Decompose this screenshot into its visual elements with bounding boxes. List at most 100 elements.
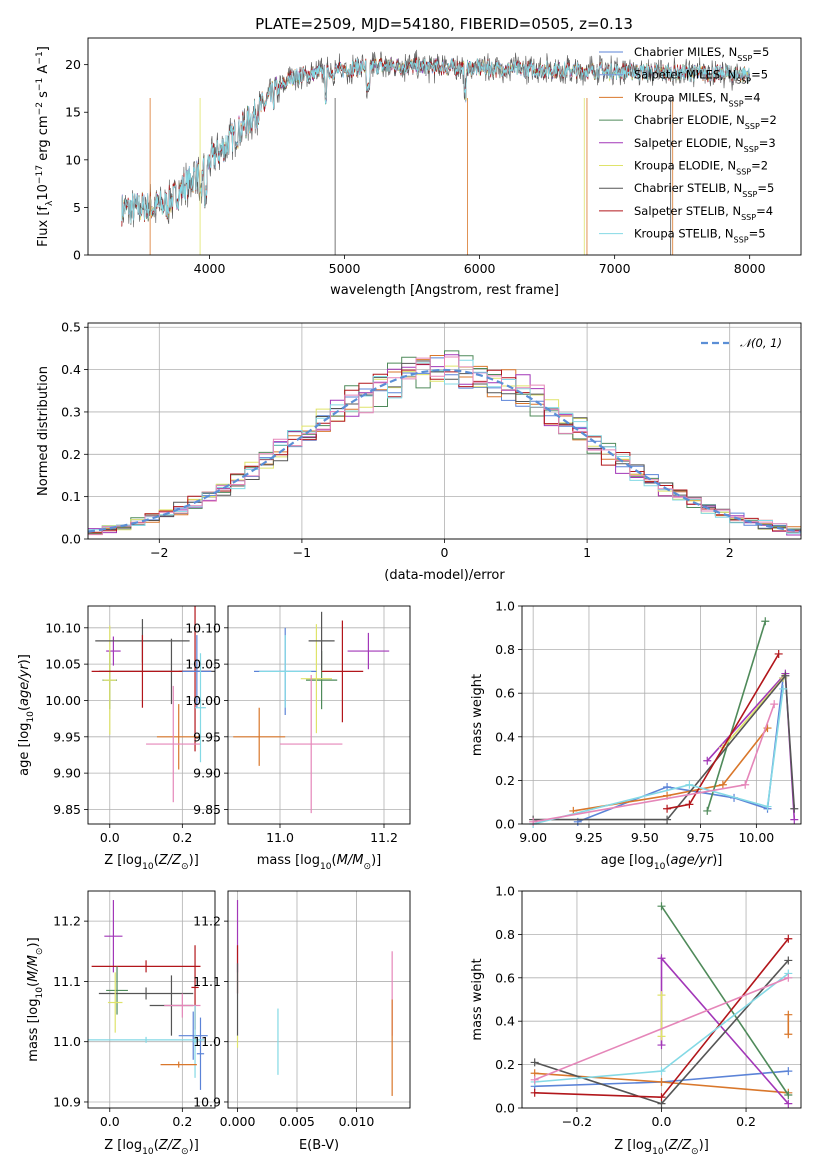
- mass-weight-marker: [530, 1088, 539, 1097]
- x-tick-label: 10.00: [738, 830, 774, 845]
- mass-weight-line: [534, 977, 789, 1081]
- y-tick-label: 9.95: [193, 729, 221, 744]
- mass-weight-marker: [657, 1041, 666, 1050]
- mass-weight-marker: [784, 1099, 793, 1108]
- mass-weight-marker: [657, 1077, 666, 1086]
- y-tick-label: 10.05: [185, 657, 221, 672]
- mass-weight-marker: [657, 902, 666, 911]
- normal-distribution-curve: [88, 368, 801, 533]
- legend-entry: Kroupa STELIB, NSSP=5: [634, 227, 766, 245]
- x-tick-label: 0.0: [100, 830, 120, 845]
- y-tick-label: 0.2: [495, 1057, 515, 1072]
- x-tick-label: 9.75: [687, 830, 715, 845]
- y-tick-label: 10.10: [45, 620, 81, 635]
- y-tick-label: 0.0: [495, 1101, 515, 1116]
- x-axis-label: Z [log10(Z/Z⊙)]: [614, 1138, 709, 1157]
- mass-weight-marker: [784, 934, 793, 943]
- y-tick-label: 9.95: [53, 729, 81, 744]
- x-axis-label: Z [log10(Z/Z⊙)]: [104, 1138, 199, 1157]
- x-tick-label: 8000: [734, 261, 766, 276]
- y-tick-label: 0.5: [61, 320, 81, 335]
- mass-vs-ebv-panel: 0.000 0.005 0.010 10.9 11.0 11.1 11.2 E(B-V): [193, 890, 411, 1153]
- x-tick-label: 0.000: [220, 1114, 256, 1129]
- legend-entry: Salpeter ELODIE, NSSP=3: [634, 136, 776, 154]
- x-tick-label: 11.0: [266, 830, 294, 845]
- y-tick-label: 5: [73, 200, 81, 215]
- x-tick-label: 0.005: [279, 1114, 315, 1129]
- axes-frame: [87, 890, 216, 1109]
- mass-weight-line: [533, 688, 784, 824]
- axes-frame: [227, 890, 411, 1109]
- legend-label: 𝒩(0, 1): [740, 336, 782, 350]
- y-tick-label: 10.10: [185, 620, 221, 635]
- mass-weight-line: [533, 673, 796, 821]
- y-tick-label: 0.4: [61, 362, 81, 377]
- x-tick-label: 0.2: [736, 1114, 756, 1129]
- y-tick-label: 0.6: [495, 686, 515, 701]
- y-tick-label: 0.4: [495, 1014, 515, 1029]
- age-vs-metallicity-panel: 0.0 0.2 9.85 9.90 9.95 10.00 10.05 10.10 Z [log1…: [17, 605, 216, 872]
- mass-weight-marker: [663, 804, 672, 813]
- mass-weight-marker: [790, 815, 799, 824]
- y-tick-label: 0.3: [61, 404, 81, 419]
- x-tick-label: 9.25: [575, 830, 603, 845]
- x-tick-label: 2: [726, 545, 734, 560]
- legend-entry: Kroupa MILES, NSSP=4: [634, 90, 761, 108]
- x-tick-label: 0.2: [172, 830, 192, 845]
- y-tick-label: 10.00: [45, 693, 81, 708]
- mass-weight-marker: [718, 780, 727, 789]
- y-tick-label: 9.90: [193, 766, 221, 781]
- mass-weight-marker: [657, 991, 666, 1000]
- mass-weight-vs-age-panel: 9.00 9.25 9.50 9.75 10.00 0.0 0.2 0.4 0.6 0.8 1.0 a…: [470, 599, 802, 872]
- x-tick-label: −0.2: [562, 1114, 592, 1129]
- mass-weight-marker: [530, 1058, 539, 1067]
- mass-weight-marker: [784, 973, 793, 982]
- x-tick-label: 5000: [329, 261, 361, 276]
- x-axis-label: mass [log10(M/M⊙)]: [257, 853, 381, 872]
- legend-entry: Salpeter MILES, NSSP=5: [634, 68, 768, 86]
- mass-weight-marker: [657, 1093, 666, 1102]
- legend-entry: Chabrier MILES, NSSP=5: [634, 45, 769, 63]
- axes-frame: [521, 890, 802, 1109]
- mass-weight-marker: [784, 1067, 793, 1076]
- axes-frame: [521, 605, 802, 825]
- mass-weight-line: [660, 905, 789, 1096]
- x-tick-label: 4000: [194, 261, 226, 276]
- y-tick-label: 9.85: [193, 802, 221, 817]
- mass-weight-vs-metallicity-panel: −0.2 0.0 0.2 0.0 0.2 0.4 0.6 0.8 1.0 Z [log10(Z/Z…: [470, 884, 802, 1157]
- y-tick-label: 0: [73, 248, 81, 263]
- x-tick-label: 0: [441, 545, 449, 560]
- y-tick-label: 0.4: [495, 729, 515, 744]
- y-axis-label: age [log10(age/yr)]: [17, 654, 36, 776]
- mass-weight-marker: [781, 671, 790, 680]
- x-axis-label: Z [log10(Z/Z⊙)]: [104, 853, 199, 872]
- mass-weight-marker: [790, 804, 799, 813]
- mass-weight-marker: [784, 1090, 793, 1099]
- y-tick-label: 11.0: [53, 1034, 81, 1049]
- axes-frame: [227, 605, 411, 825]
- mass-weight-marker: [530, 1075, 539, 1084]
- mass-weight-marker: [685, 780, 694, 789]
- age-vs-mass-panel: 11.0 11.2 9.85 9.90 9.95 10.00 10.05 10.10 mass …: [185, 605, 411, 872]
- mass-weight-marker: [763, 802, 772, 811]
- residual-histogram-step: [88, 356, 801, 537]
- y-tick-label: 9.90: [53, 766, 81, 781]
- mass-weight-marker: [657, 954, 666, 963]
- y-tick-label: 0.2: [495, 773, 515, 788]
- y-tick-label: 11.0: [193, 1034, 221, 1049]
- x-axis-label: E(B-V): [299, 1138, 339, 1153]
- spectrum-panel: 4000 5000 6000 7000 8000 0 5 10 15 20 wavelength […: [35, 37, 802, 298]
- y-axis-label: Normed distribution: [36, 366, 51, 496]
- legend-entry: Kroupa ELODIE, NSSP=2: [634, 159, 768, 177]
- mass-vs-metallicity-panel: 0.0 0.2 10.9 11.0 11.1 11.2 Z [log10(Z/Z⊙)] mas…: [26, 890, 216, 1157]
- y-tick-label: 20: [65, 57, 81, 72]
- x-axis-label: wavelength [Angstrom, rest frame]: [330, 283, 559, 298]
- mass-weight-marker: [784, 956, 793, 965]
- mass-weight-line: [706, 621, 767, 812]
- x-tick-label: 0.2: [172, 1114, 192, 1129]
- y-tick-label: 0.8: [495, 927, 515, 942]
- y-tick-label: 9.85: [53, 802, 81, 817]
- mass-weight-marker: [770, 700, 779, 709]
- y-tick-label: 1.0: [495, 884, 515, 899]
